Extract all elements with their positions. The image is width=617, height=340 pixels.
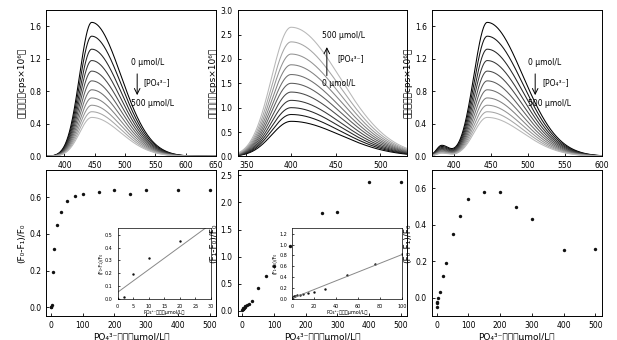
Point	[125, 191, 135, 197]
Point	[364, 179, 374, 185]
Point	[285, 243, 295, 249]
Point	[432, 299, 442, 304]
Point	[205, 187, 215, 193]
Point	[590, 246, 600, 251]
X-axis label: 波长/nm: 波长/nm	[308, 173, 336, 182]
Point	[173, 187, 183, 193]
Point	[527, 217, 537, 222]
X-axis label: PO₄³⁻浓度（μmol/L）: PO₄³⁻浓度（μmol/L）	[479, 333, 555, 340]
Text: 500 μmol/L: 500 μmol/L	[131, 99, 174, 108]
Point	[333, 209, 342, 215]
Text: 0 μmol/L: 0 μmol/L	[528, 58, 561, 67]
Point	[49, 246, 59, 251]
Point	[455, 213, 465, 218]
Text: 0 μmol/L: 0 μmol/L	[131, 58, 164, 67]
Point	[396, 179, 406, 185]
Y-axis label: (F₀-F₁)/F₀: (F₀-F₁)/F₀	[403, 223, 412, 263]
Y-axis label: 荧光强度（cps×10⁶）: 荧光强度（cps×10⁶）	[17, 48, 27, 118]
Point	[238, 305, 248, 311]
Point	[238, 306, 247, 312]
Point	[433, 295, 443, 301]
Y-axis label: (F₀-F₁)/F₀: (F₀-F₁)/F₀	[17, 223, 27, 263]
Text: [PO₄³⁻]: [PO₄³⁻]	[542, 78, 569, 87]
Point	[238, 306, 248, 311]
Point	[241, 304, 251, 309]
Text: 500 μmol/L: 500 μmol/L	[323, 32, 365, 40]
Point	[495, 189, 505, 194]
Point	[435, 290, 445, 295]
Y-axis label: 荧光强度（cps×10⁶）: 荧光强度（cps×10⁶）	[403, 48, 412, 118]
Point	[110, 187, 120, 193]
Point	[46, 304, 56, 310]
Text: 0 μmol/L: 0 μmol/L	[323, 79, 355, 88]
Point	[238, 307, 247, 312]
Point	[463, 197, 473, 202]
Point	[78, 191, 88, 197]
Point	[301, 230, 311, 236]
Point	[48, 270, 57, 275]
Point	[511, 204, 521, 209]
Point	[47, 303, 57, 308]
Point	[247, 298, 257, 304]
Point	[62, 198, 72, 204]
Point	[438, 273, 448, 279]
X-axis label: PO₄³⁻浓度（μmol/L）: PO₄³⁻浓度（μmol/L）	[284, 333, 360, 340]
Y-axis label: (F₁-F₀)/F₀: (F₁-F₀)/F₀	[209, 223, 218, 263]
Point	[479, 189, 489, 194]
Point	[70, 193, 80, 198]
Point	[242, 303, 252, 308]
Point	[239, 304, 249, 310]
Point	[56, 209, 65, 215]
Point	[441, 260, 451, 266]
Point	[433, 301, 442, 306]
Point	[141, 187, 151, 193]
Point	[447, 231, 457, 237]
X-axis label: 波长/nm: 波长/nm	[503, 173, 531, 182]
Point	[46, 304, 56, 310]
Point	[239, 305, 249, 310]
Point	[253, 285, 263, 290]
Text: [PO₄³⁻]: [PO₄³⁻]	[337, 54, 364, 63]
Text: 500 μmol/L: 500 μmol/L	[528, 99, 571, 108]
X-axis label: 波长/nm: 波长/nm	[117, 173, 145, 182]
Point	[261, 273, 271, 279]
Point	[269, 264, 279, 269]
Point	[317, 210, 326, 216]
Text: [PO₄³⁻]: [PO₄³⁻]	[143, 78, 170, 87]
Point	[94, 189, 104, 194]
Point	[558, 248, 568, 253]
Point	[52, 222, 62, 227]
Y-axis label: 荧光强度（cps×10⁶）: 荧光强度（cps×10⁶）	[209, 48, 218, 118]
X-axis label: PO₄³⁻浓度（μmol/L）: PO₄³⁻浓度（μmol/L）	[93, 333, 169, 340]
Point	[432, 304, 442, 310]
Point	[244, 301, 254, 306]
